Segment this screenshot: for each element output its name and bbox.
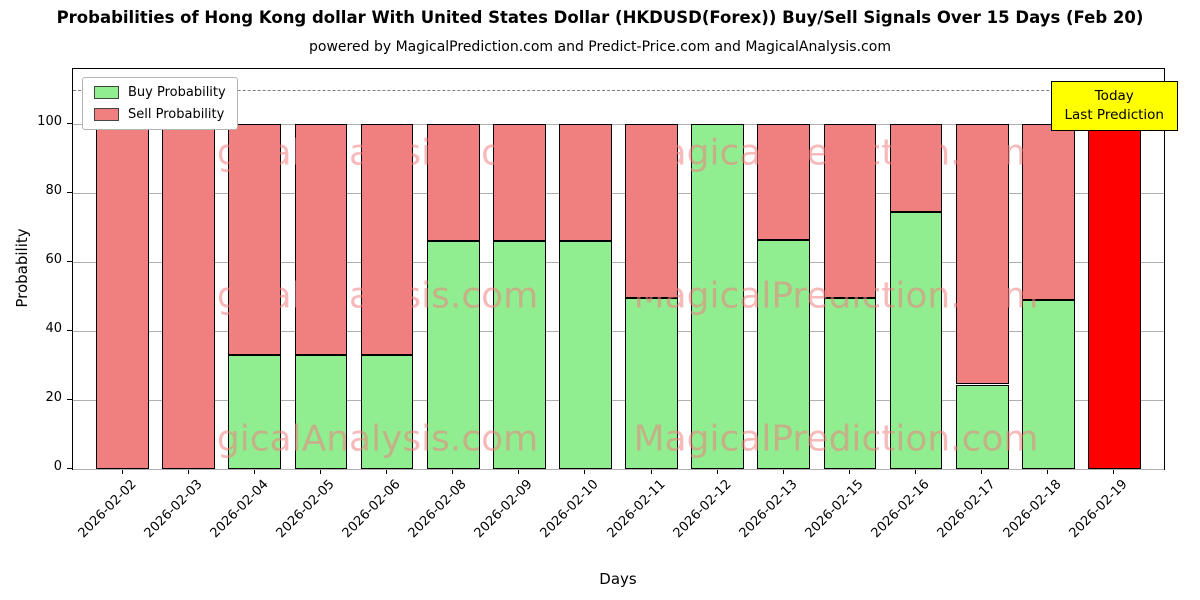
x-tick-label: 2026-02-02 bbox=[75, 477, 140, 542]
bar-buy-segment bbox=[757, 239, 811, 469]
bar-buy-segment bbox=[889, 212, 943, 469]
bar-sell-segment bbox=[823, 124, 877, 299]
plot-area: MagicalAnalysis.com MagicalPrediction.com… bbox=[72, 68, 1178, 470]
x-tick-label: 2026-02-06 bbox=[339, 477, 404, 542]
x-tickmark bbox=[121, 469, 123, 474]
legend-item: Buy Probability bbox=[94, 85, 226, 100]
legend: Buy Probability Sell Probability bbox=[82, 77, 238, 130]
y-tick-label: 40 bbox=[45, 321, 62, 337]
x-tickmark bbox=[1113, 469, 1115, 474]
y-tickmark bbox=[67, 330, 72, 332]
x-tickmark bbox=[650, 469, 652, 474]
bar-sell-segment bbox=[228, 124, 282, 356]
bar-buy-segment bbox=[955, 384, 1009, 469]
bar-sell-segment bbox=[294, 124, 348, 356]
bar-sell-segment bbox=[559, 124, 612, 242]
dashed-reference-line bbox=[73, 89, 1164, 91]
x-tick-label: 2026-02-12 bbox=[670, 477, 735, 542]
x-tickmark bbox=[981, 469, 983, 474]
bar-sell-segment bbox=[492, 124, 546, 242]
bar-buy-segment bbox=[294, 355, 348, 469]
y-tickmark bbox=[67, 399, 72, 401]
bar-sell-segment bbox=[757, 124, 811, 240]
grid-layer bbox=[73, 69, 1164, 470]
chart-title: Probabilities of Hong Kong dollar With U… bbox=[56, 8, 1144, 27]
bar-buy-segment bbox=[823, 298, 877, 469]
y-tick-label: 60 bbox=[45, 252, 62, 268]
bar-buy-segment bbox=[426, 241, 480, 469]
x-tick-label: 2026-02-16 bbox=[868, 477, 933, 542]
x-tickmark bbox=[584, 469, 586, 474]
bar-buy-segment bbox=[691, 124, 745, 469]
x-tick-label: 2026-02-10 bbox=[538, 477, 603, 542]
x-axis-label: Days bbox=[599, 570, 637, 588]
y-tickmark bbox=[67, 261, 72, 263]
x-tickmark bbox=[386, 469, 388, 474]
legend-label: Buy Probability bbox=[128, 85, 226, 100]
gridline bbox=[73, 400, 1164, 402]
legend-swatch bbox=[94, 108, 119, 121]
x-tickmark bbox=[716, 469, 718, 474]
x-tickmark bbox=[1047, 469, 1049, 474]
bar-sell-segment bbox=[625, 124, 678, 299]
bar-buy-segment bbox=[559, 241, 612, 469]
y-axis-label: Probability bbox=[13, 228, 31, 308]
y-tickmark bbox=[67, 192, 72, 194]
y-tick-label: 0 bbox=[53, 459, 62, 474]
gridline bbox=[73, 124, 1164, 126]
bar-sell-segment bbox=[955, 124, 1009, 385]
bar-buy-segment bbox=[228, 355, 282, 469]
legend-item: Sell Probability bbox=[94, 107, 226, 122]
y-tick-label: 100 bbox=[37, 114, 62, 130]
bar-sell-segment bbox=[889, 124, 943, 213]
x-tick-label: 2026-02-03 bbox=[141, 477, 206, 542]
bar-today-prediction bbox=[1088, 124, 1141, 469]
x-tickmark bbox=[782, 469, 784, 474]
x-tick-label: 2026-02-04 bbox=[207, 477, 272, 542]
bar-buy-segment bbox=[492, 241, 546, 469]
x-tickmark bbox=[452, 469, 454, 474]
bars-layer bbox=[73, 69, 1164, 469]
bar-sell-segment bbox=[426, 124, 480, 242]
x-tickmark bbox=[187, 469, 189, 474]
x-tick-label: 2026-02-19 bbox=[1066, 477, 1132, 542]
today-annotation-line2: Last Prediction bbox=[1064, 106, 1164, 123]
today-annotation: Today Last Prediction bbox=[1050, 81, 1178, 131]
legend-swatch bbox=[94, 86, 119, 99]
x-tick-label: 2026-02-18 bbox=[1000, 477, 1065, 542]
chart-subtitle: powered by MagicalPrediction.com and Pre… bbox=[309, 39, 891, 55]
y-tick-label: 80 bbox=[45, 183, 62, 199]
bar-buy-segment bbox=[625, 298, 678, 469]
bar-sell-segment bbox=[162, 124, 216, 469]
gridline bbox=[73, 193, 1164, 195]
gridline bbox=[73, 331, 1164, 333]
y-tickmark bbox=[67, 468, 72, 469]
today-annotation-line1: Today bbox=[1094, 88, 1134, 104]
x-tick-label: 2026-02-09 bbox=[471, 477, 536, 542]
x-tickmark bbox=[848, 469, 850, 474]
x-tickmark bbox=[518, 469, 520, 474]
gridline bbox=[73, 262, 1164, 264]
x-tick-label: 2026-02-17 bbox=[934, 477, 999, 542]
bar-sell-segment bbox=[360, 124, 414, 356]
y-tickmark bbox=[67, 123, 72, 125]
bar-buy-segment bbox=[1021, 300, 1075, 469]
legend-label: Sell Probability bbox=[128, 107, 225, 122]
x-tick-label: 2026-02-15 bbox=[802, 477, 867, 542]
x-tickmark bbox=[319, 469, 321, 474]
gridline bbox=[73, 469, 1164, 470]
bar-buy-segment bbox=[360, 355, 414, 469]
x-tickmark bbox=[253, 469, 255, 474]
x-tick-label: 2026-02-13 bbox=[736, 477, 801, 542]
bar-sell-segment bbox=[96, 124, 149, 469]
y-tick-label: 20 bbox=[45, 390, 62, 406]
x-tickmark bbox=[915, 469, 917, 474]
x-tick-label: 2026-02-08 bbox=[405, 477, 470, 542]
x-tick-label: 2026-02-11 bbox=[604, 477, 669, 542]
bar-sell-segment bbox=[1021, 124, 1075, 301]
x-tick-label: 2026-02-05 bbox=[273, 477, 338, 542]
